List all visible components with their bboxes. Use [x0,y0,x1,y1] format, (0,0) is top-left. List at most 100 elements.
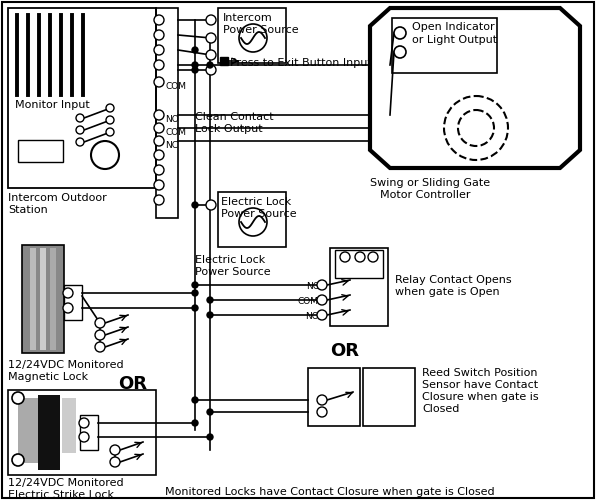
Circle shape [317,295,327,305]
Text: Closed: Closed [422,404,460,414]
Bar [8,390,156,475]
Bar [80,415,98,450]
Text: OR: OR [118,375,147,393]
Bar [218,8,286,63]
Text: NC: NC [165,141,178,150]
Bar [218,192,286,247]
Text: Relay Contact Opens: Relay Contact Opens [395,275,511,285]
Bar [62,398,76,453]
Circle shape [207,62,213,68]
Bar [363,368,415,426]
Text: Electric Strike Lock: Electric Strike Lock [8,490,114,500]
Circle shape [340,252,350,262]
Circle shape [110,445,120,455]
Text: Lock Output: Lock Output [195,124,263,134]
Bar [50,248,56,350]
Text: Power Source: Power Source [223,25,299,35]
Text: Motor Controller: Motor Controller [380,190,470,200]
Bar [18,398,38,463]
Circle shape [206,33,216,43]
Circle shape [95,342,105,352]
Circle shape [154,45,164,55]
Circle shape [206,50,216,60]
Bar [156,8,178,218]
Circle shape [154,165,164,175]
Circle shape [206,15,216,25]
Text: Magnetic Lock: Magnetic Lock [8,372,88,382]
Text: Electric Lock: Electric Lock [195,255,265,265]
Circle shape [106,104,114,112]
Bar [64,285,82,320]
Text: when gate is Open: when gate is Open [395,287,499,297]
Bar [22,245,64,353]
Text: NO: NO [305,312,319,321]
Text: Electric Lock: Electric Lock [221,197,291,207]
Text: Power Source: Power Source [221,209,297,219]
Circle shape [106,116,114,124]
Circle shape [317,407,327,417]
Circle shape [12,454,24,466]
Circle shape [394,46,406,58]
Circle shape [317,280,327,290]
Text: Reed Switch Position: Reed Switch Position [422,368,538,378]
Circle shape [154,136,164,146]
Text: Monitored Locks have Contact Closure when gate is Closed: Monitored Locks have Contact Closure whe… [165,487,495,497]
Bar [38,395,60,470]
Circle shape [154,30,164,40]
Circle shape [76,138,84,146]
Circle shape [63,303,73,313]
Circle shape [91,141,119,169]
Circle shape [154,15,164,25]
Circle shape [154,180,164,190]
Text: 12/24VDC Monitored: 12/24VDC Monitored [8,478,123,488]
Text: Intercom: Intercom [223,13,273,23]
Circle shape [192,202,198,208]
Circle shape [106,128,114,136]
Text: Station: Station [8,205,48,215]
Bar [8,8,156,188]
Circle shape [192,47,198,53]
Bar [40,248,46,350]
Bar [30,248,36,350]
Text: NC: NC [306,282,319,291]
Text: COM: COM [298,297,319,306]
Circle shape [154,195,164,205]
Circle shape [95,318,105,328]
Text: Power Source: Power Source [195,267,271,277]
Bar [335,250,383,278]
Bar [330,248,388,326]
Text: Press to Exit Button Input: Press to Exit Button Input [230,58,372,68]
Text: Closure when gate is: Closure when gate is [422,392,539,402]
Circle shape [154,60,164,70]
Bar [18,140,63,162]
Text: NO: NO [165,115,179,124]
Circle shape [207,312,213,318]
Text: or Light Output: or Light Output [412,35,497,45]
Circle shape [192,67,198,73]
Circle shape [207,434,213,440]
Circle shape [394,27,406,39]
Text: Sensor have Contact: Sensor have Contact [422,380,538,390]
Text: COM: COM [165,82,186,91]
Text: Clean Contact: Clean Contact [195,112,274,122]
Circle shape [154,123,164,133]
Text: Intercom Outdoor: Intercom Outdoor [8,193,107,203]
Circle shape [207,297,213,303]
Bar [308,368,360,426]
Circle shape [317,395,327,405]
Circle shape [206,200,216,210]
Circle shape [79,432,89,442]
Circle shape [79,418,89,428]
Circle shape [95,330,105,340]
Bar [220,57,228,65]
Circle shape [110,457,120,467]
Polygon shape [370,8,580,168]
Circle shape [76,114,84,122]
Text: Monitor Input: Monitor Input [15,100,90,110]
Circle shape [154,110,164,120]
Bar [392,18,497,73]
Circle shape [192,282,198,288]
Circle shape [317,310,327,320]
Text: 12/24VDC Monitored: 12/24VDC Monitored [8,360,123,370]
Text: Open Indicator: Open Indicator [412,22,495,32]
